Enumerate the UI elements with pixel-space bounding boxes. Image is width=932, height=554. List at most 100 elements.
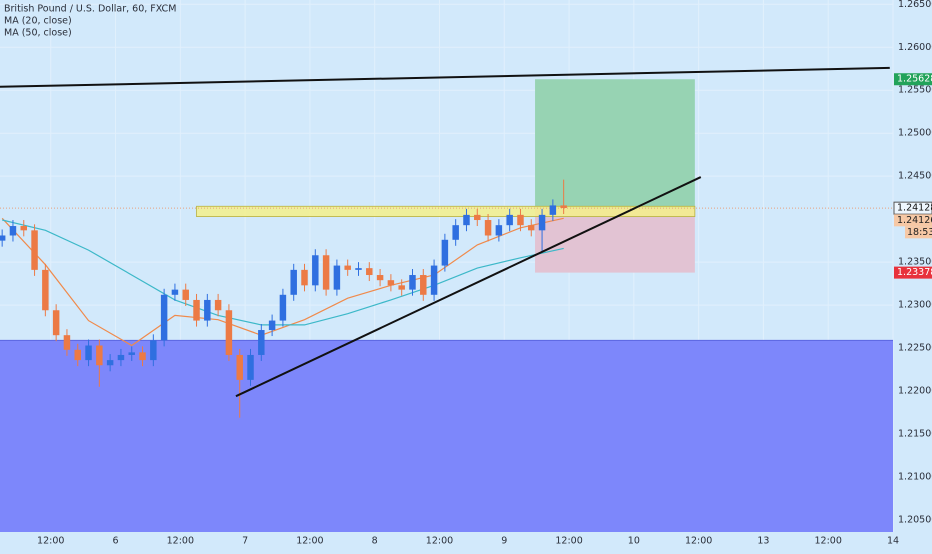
candle-body [484,220,492,236]
x-tick-label: 14 [887,536,899,547]
candle-body [117,354,125,361]
trend-line [235,176,702,398]
candle-body [106,360,114,366]
candle-body [495,225,503,236]
candle-body [355,268,362,270]
candle-body [74,349,81,361]
x-tick-label: 9 [501,536,507,547]
legend-entry: MA (20, close) [4,16,72,27]
candle-body [268,320,276,331]
candle-body [312,255,319,286]
candle-body [96,345,103,366]
y-tick-label: 1.21000 [898,471,932,482]
x-tick-label: 10 [628,536,640,547]
candle-body [560,205,567,208]
candle-body [506,214,513,226]
candle-body [31,230,38,270]
candle-body [0,235,6,241]
countdown-label: 18:53 [907,227,932,238]
candle-body [463,214,470,226]
y-tick-label: 1.24500 [898,171,932,182]
candle-body [258,330,265,355]
y-tick-label: 1.21500 [898,429,932,440]
candle-body [517,214,524,226]
candle-body [42,269,49,311]
candle-body [160,294,168,341]
current-price-label-box [893,201,932,215]
candle-body [366,268,373,276]
candle-body [538,214,546,231]
entry-price-label: 1.24126 [897,215,932,226]
candle-body [214,299,222,311]
y-tick-label: 1.22500 [898,343,932,354]
x-tick-label: 6 [113,536,119,547]
candle-body [204,299,211,321]
x-tick-label: 12:00 [426,536,453,547]
y-tick-label: 1.25000 [898,128,932,139]
candle-body [409,275,416,290]
candle-body [9,226,17,236]
x-tick-label: 12:00 [37,536,64,547]
candle-body [441,239,449,266]
candle-body [225,310,233,355]
stop-price-label: 1.23378 [897,267,932,278]
candle-body [452,225,459,240]
candle-body [63,335,71,350]
trend-line [0,66,890,88]
y-tick-label: 1.26000 [898,42,932,53]
time-axis [0,532,932,550]
x-tick-label: 12:00 [815,536,842,547]
y-tick-label: 1.23500 [898,257,932,268]
x-tick-label: 13 [757,536,769,547]
target-price-label: 1.25628 [897,74,932,85]
chart-title: British Pound / U.S. Dollar, 60, FXCM [4,4,176,15]
candle-body [182,289,189,300]
candle-body [139,352,146,361]
candle-body [301,269,308,286]
candle-body [85,345,92,361]
candle-body [279,294,287,321]
candle-body [474,214,481,221]
stop-price-label-box [894,266,932,279]
candle-body [193,299,200,321]
support-zone [0,340,893,532]
target-zone [535,79,695,209]
candle-body [290,269,297,295]
candle-body [247,354,254,380]
candle-body [430,265,438,295]
candle-body [420,275,427,295]
candle-body [528,225,535,231]
x-tick-label: 7 [242,536,248,547]
y-tick-label: 1.26500 [898,0,932,10]
candle-body [387,280,395,286]
resistance-zone [196,205,696,217]
y-tick-label: 1.20500 [898,514,932,525]
y-tick-label: 1.25500 [898,85,932,96]
candle-body [344,265,351,270]
candle-body [128,352,135,355]
target-price-label-box [894,73,932,86]
legend-entry: MA (50, close) [4,28,72,39]
candle-body [376,275,384,281]
x-tick-label: 12:00 [555,536,582,547]
candle-body [322,255,330,290]
candle-body [398,285,405,290]
x-tick-label: 12:00 [167,536,194,547]
candle-body [549,205,557,215]
candle-body [333,265,341,290]
candle-body [171,289,179,295]
countdown-box [905,226,932,239]
x-tick-label: 8 [372,536,378,547]
moving-average-line [1,217,564,347]
y-tick-label: 1.23000 [898,300,932,311]
y-tick-label: 1.22000 [898,386,932,397]
current-price-label: 1.24128 [897,203,932,214]
x-tick-label: 12:00 [296,536,323,547]
candle-body [236,354,243,380]
candle-body [150,340,157,361]
entry-price-box [894,214,932,227]
x-tick-label: 12:00 [685,536,712,547]
candle-body [52,310,60,336]
candle-body [20,226,27,231]
